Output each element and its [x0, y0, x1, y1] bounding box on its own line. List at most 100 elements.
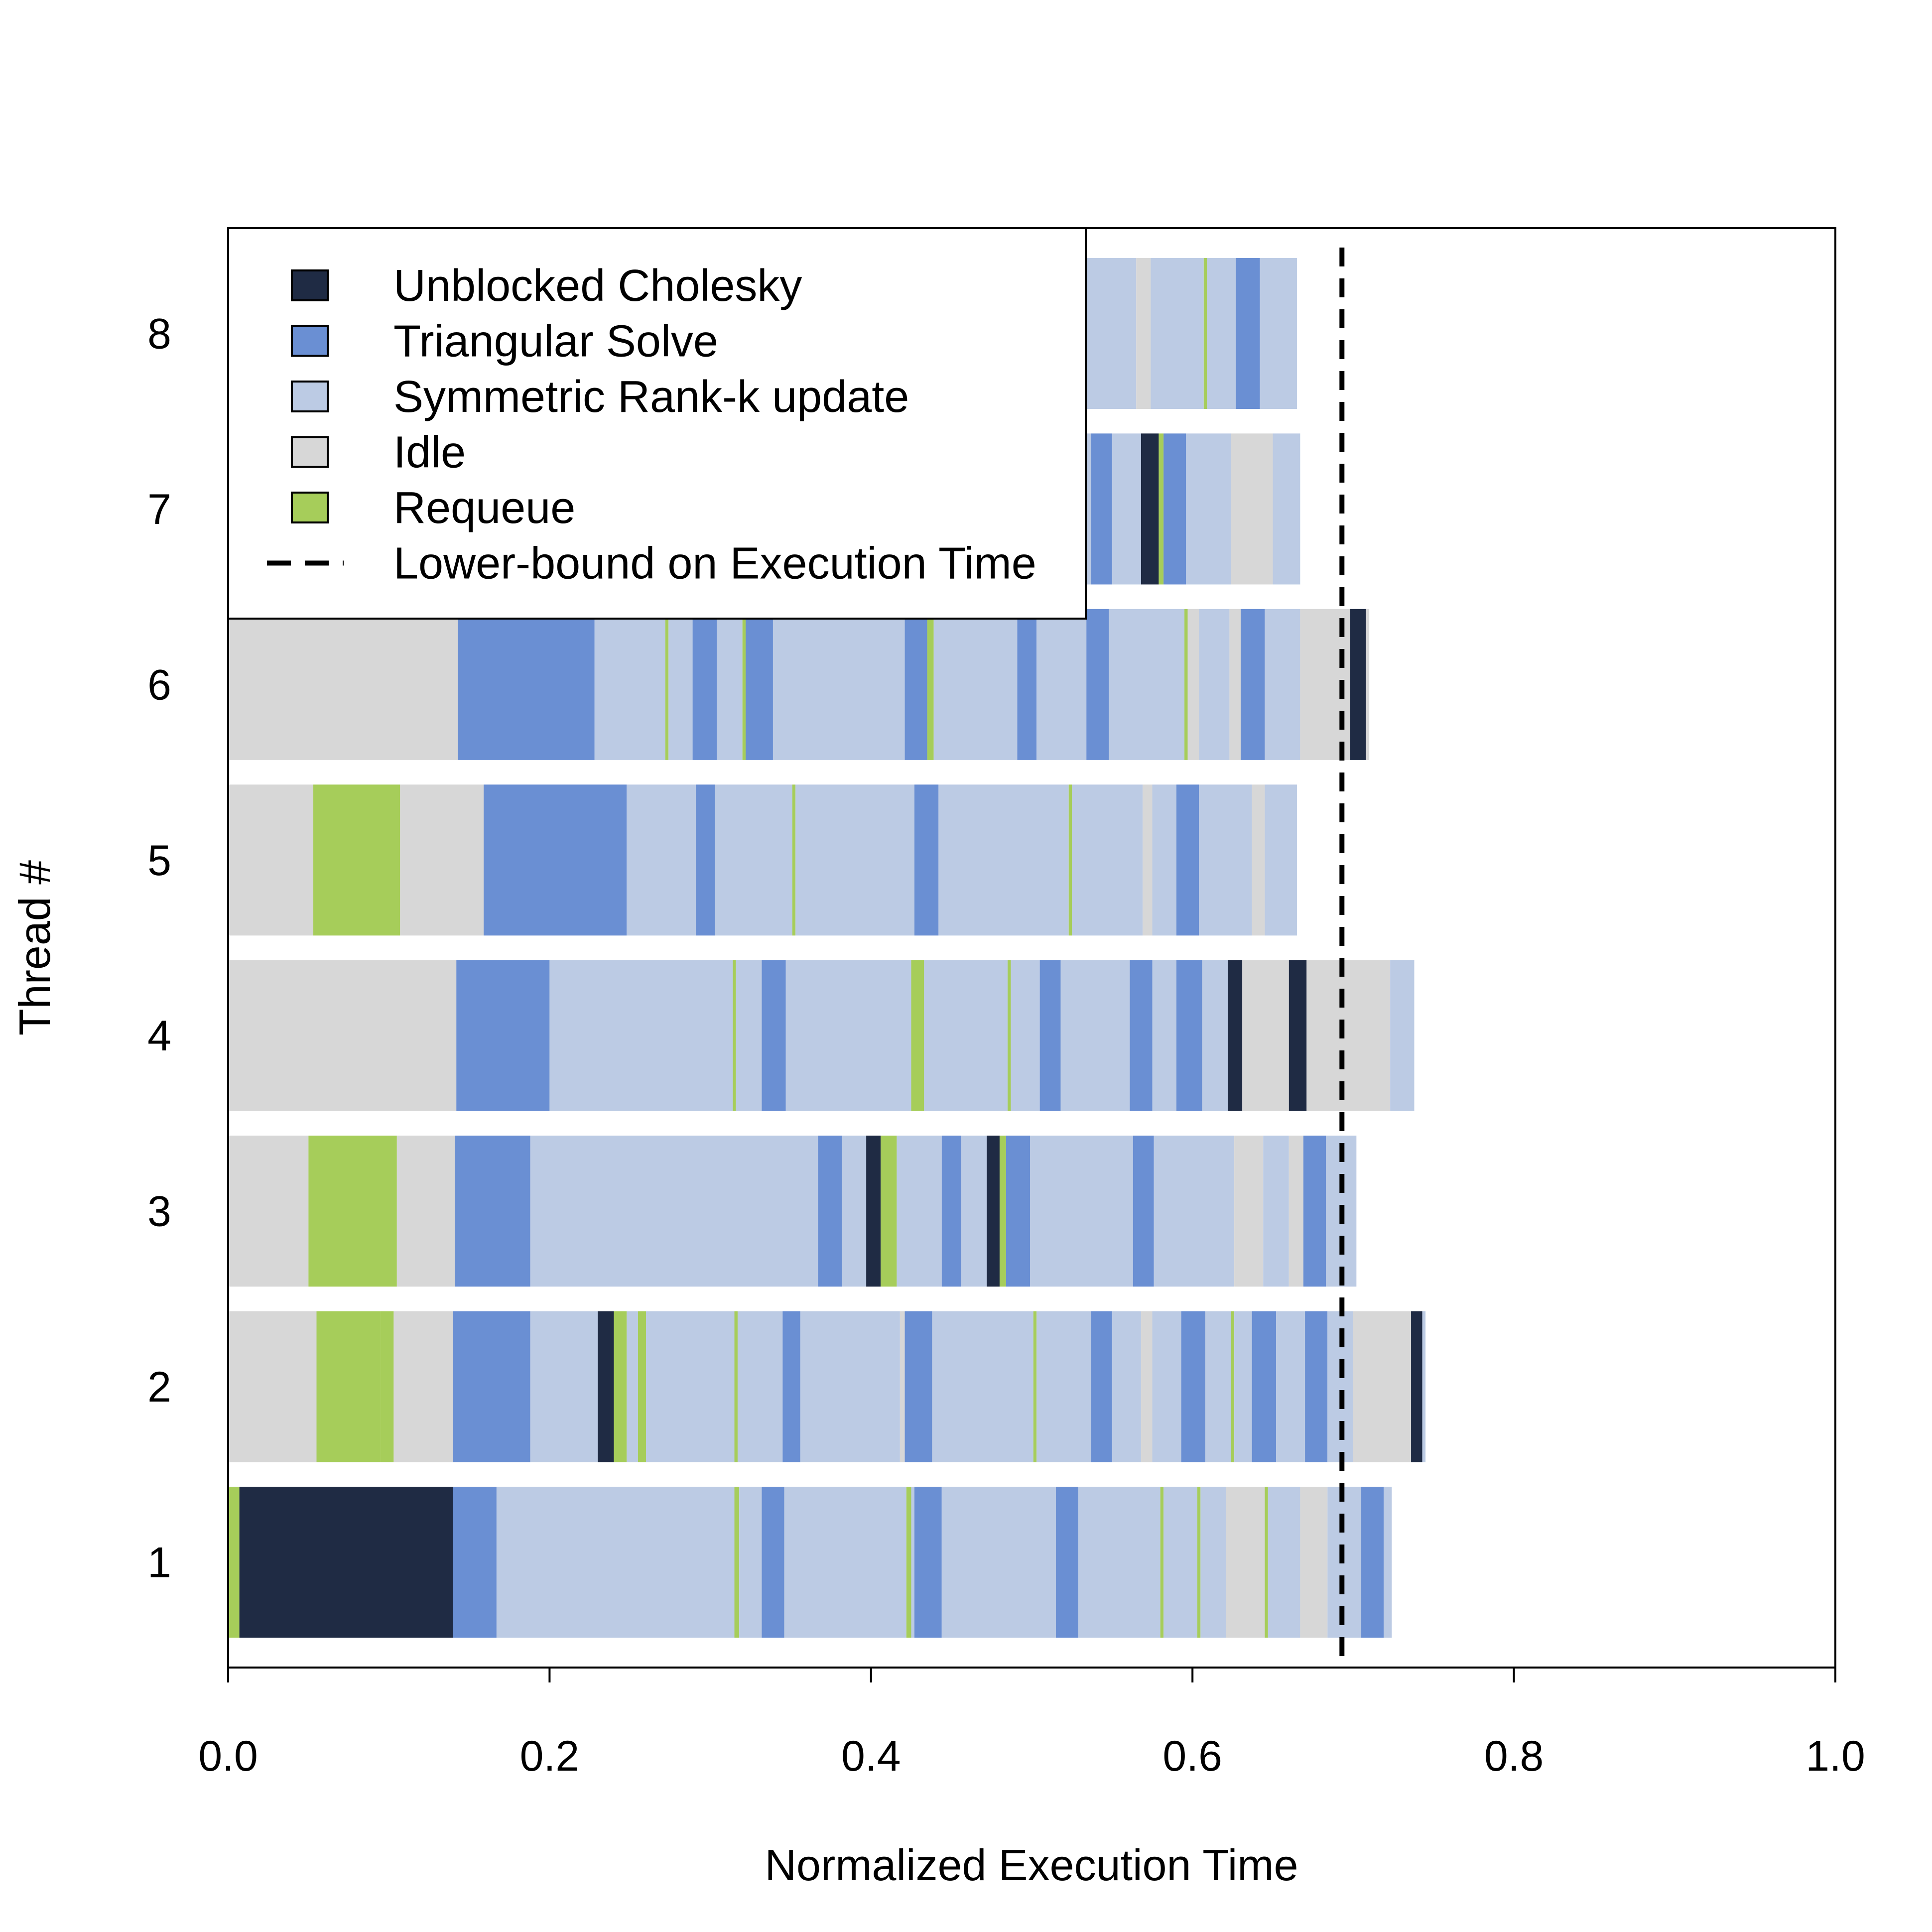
segment-S	[1109, 609, 1185, 760]
thread-bar-5	[228, 784, 1297, 936]
segment-S	[1263, 1136, 1289, 1287]
segment-S	[668, 609, 693, 760]
segment-S	[627, 1311, 638, 1462]
segment-S	[1260, 258, 1297, 409]
segment-S	[736, 960, 762, 1111]
segment-S	[646, 1311, 735, 1462]
segment-S	[1202, 960, 1228, 1111]
legend-label: Idle	[393, 428, 466, 478]
segment-R	[1159, 433, 1164, 585]
segment-S	[717, 609, 743, 760]
segment-S	[1200, 1486, 1226, 1638]
segment-S	[941, 1486, 1056, 1638]
segment-S	[1078, 1486, 1160, 1638]
segment-R	[999, 1136, 1006, 1287]
segment-S	[1036, 609, 1087, 760]
y-tick-label: 7	[147, 486, 171, 533]
segment-U	[1141, 433, 1159, 585]
segment-T	[1055, 1486, 1079, 1638]
legend-swatch	[291, 325, 329, 357]
segment-T	[818, 1136, 842, 1287]
x-axis-title: Normalized Execution Time	[765, 1840, 1298, 1890]
segment-S	[1083, 258, 1137, 409]
y-tick-label: 8	[147, 310, 171, 358]
segment-R	[734, 1486, 740, 1638]
segment-T	[458, 609, 595, 760]
segment-T	[1133, 1136, 1154, 1287]
segment-S	[924, 960, 1008, 1111]
segment-T	[1006, 1136, 1030, 1287]
legend-item-L: Lower-bound on Execution Time	[267, 539, 1036, 589]
segment-R	[1068, 784, 1072, 936]
segment-I	[1306, 960, 1391, 1111]
segment-T	[914, 1486, 942, 1638]
segment-I	[228, 1311, 317, 1462]
segment-T	[453, 1311, 530, 1462]
segment-T	[1176, 960, 1202, 1111]
segment-S	[1154, 1136, 1235, 1287]
segment-I	[1366, 609, 1370, 760]
segment-I	[900, 1311, 905, 1462]
segment-S	[1207, 258, 1236, 409]
segment-I	[1353, 1311, 1412, 1462]
segment-T	[1361, 1486, 1384, 1638]
segment-S	[933, 609, 1018, 760]
segment-T	[914, 784, 939, 936]
segment-S	[549, 960, 733, 1111]
segment-I	[1252, 784, 1265, 936]
y-axis-title: Thread #	[10, 860, 59, 1035]
segment-S	[1060, 960, 1130, 1111]
segment-R	[313, 784, 400, 936]
segment-T	[746, 609, 773, 760]
segment-S	[1268, 1486, 1300, 1638]
legend: Unblocked Cholesky Triangular SolveSymmet…	[227, 227, 1087, 620]
segment-I	[1143, 784, 1153, 936]
segment-T	[782, 1311, 800, 1462]
segment-S	[737, 1311, 783, 1462]
segment-S	[739, 1486, 762, 1638]
segment-T	[453, 1486, 497, 1638]
segment-S	[961, 1136, 987, 1287]
legend-label: Unblocked Cholesky	[393, 261, 802, 311]
segment-R	[228, 1486, 240, 1638]
segment-S	[1384, 1486, 1392, 1638]
y-tick-label: 3	[147, 1188, 171, 1236]
segment-T	[1252, 1311, 1276, 1462]
segment-U	[1228, 960, 1243, 1111]
segment-S	[1265, 784, 1297, 936]
segment-S	[1112, 1311, 1141, 1462]
segment-S	[897, 1136, 942, 1287]
segment-T	[1091, 433, 1112, 585]
segment-S	[1152, 960, 1176, 1111]
y-tick-label: 2	[147, 1363, 171, 1411]
segment-R	[1184, 609, 1188, 760]
legend-item-S: Symmetric Rank-k update	[291, 372, 909, 422]
segment-I	[228, 784, 314, 936]
legend-swatch	[291, 492, 329, 523]
segment-T	[1017, 609, 1037, 760]
segment-I	[393, 1311, 453, 1462]
segment-I	[1234, 1136, 1264, 1287]
segment-S	[1036, 1311, 1091, 1462]
legend-item-T: Triangular Solve	[291, 317, 718, 367]
segment-T	[1176, 784, 1199, 936]
legend-item-I: Idle	[291, 428, 466, 478]
segment-I	[228, 1136, 309, 1287]
legend-swatch	[291, 381, 329, 412]
segment-I	[1226, 1486, 1265, 1638]
segment-T	[1086, 609, 1109, 760]
legend-label: Requeue	[393, 483, 575, 533]
segment-T	[1305, 1311, 1328, 1462]
segment-R	[906, 1486, 911, 1638]
segment-R	[316, 1311, 381, 1462]
thread-bar-2	[228, 1311, 1426, 1462]
segment-R	[742, 609, 746, 760]
legend-box	[227, 227, 1087, 620]
segment-R	[1008, 960, 1011, 1111]
thread-bar-3	[228, 1136, 1357, 1287]
y-tick-label: 5	[147, 837, 171, 885]
legend-swatch	[291, 436, 329, 468]
segment-S	[1152, 1311, 1181, 1462]
segment-R	[665, 609, 669, 760]
